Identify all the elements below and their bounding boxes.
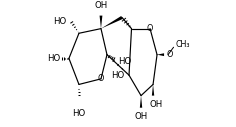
Text: O: O xyxy=(147,24,153,33)
Polygon shape xyxy=(101,16,123,29)
Text: HO: HO xyxy=(111,71,124,80)
Text: OH: OH xyxy=(94,1,108,10)
Text: CH₃: CH₃ xyxy=(175,40,190,49)
Text: O: O xyxy=(98,74,104,83)
Polygon shape xyxy=(157,53,164,56)
Text: HO: HO xyxy=(53,17,66,26)
Polygon shape xyxy=(152,84,154,96)
Text: HO: HO xyxy=(47,54,60,63)
Text: OH: OH xyxy=(150,100,163,109)
Text: O: O xyxy=(166,50,173,59)
Text: OH: OH xyxy=(135,112,148,121)
Polygon shape xyxy=(140,96,142,108)
Polygon shape xyxy=(100,16,102,29)
Text: HO: HO xyxy=(72,109,86,118)
Text: HO: HO xyxy=(118,57,131,66)
